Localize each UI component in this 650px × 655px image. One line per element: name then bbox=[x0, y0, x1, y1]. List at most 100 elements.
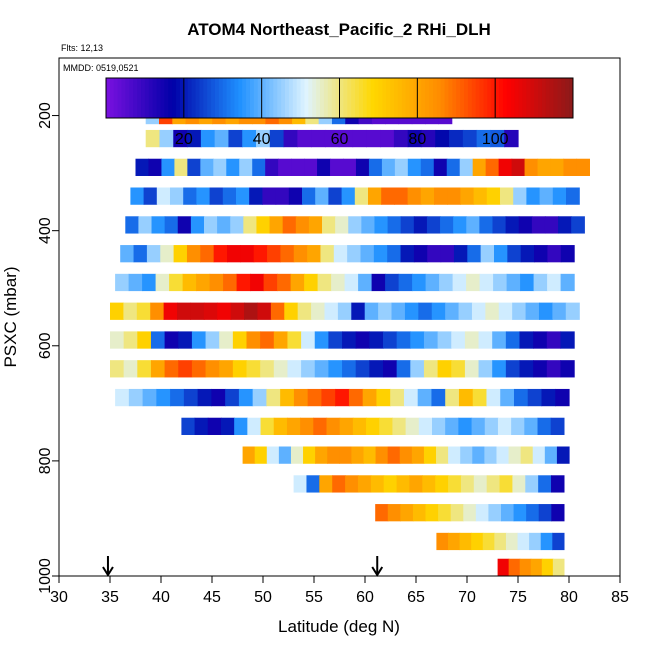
heatmap-cell bbox=[399, 446, 413, 464]
heatmap-cell bbox=[552, 558, 565, 576]
heatmap-cell bbox=[374, 216, 389, 234]
heatmap-cell bbox=[339, 417, 354, 435]
heatmap-cell bbox=[463, 504, 477, 522]
colorbar-swatch bbox=[491, 78, 496, 118]
heatmap-cell bbox=[319, 475, 333, 493]
chart-note-flights: Flts: 12,13 bbox=[61, 43, 103, 53]
heatmap-cell bbox=[447, 532, 461, 551]
colorbar-swatch bbox=[207, 78, 212, 118]
heatmap-cell bbox=[156, 388, 171, 407]
heatmap-cell bbox=[552, 532, 565, 551]
y-tick-label: 200 bbox=[37, 102, 54, 129]
heatmap-cell bbox=[497, 558, 510, 576]
colorbar-swatch bbox=[183, 78, 189, 118]
heatmap-cell bbox=[368, 158, 383, 176]
heatmap-cell bbox=[311, 129, 326, 148]
heatmap-cell bbox=[530, 558, 543, 576]
heatmap-cell bbox=[313, 417, 328, 435]
heatmap-cell bbox=[451, 360, 466, 378]
heatmap-cell bbox=[448, 446, 461, 464]
colorbar-swatch bbox=[308, 78, 313, 118]
heatmap-cell bbox=[519, 331, 534, 349]
heatmap-cell bbox=[324, 302, 339, 320]
heatmap-cell bbox=[342, 331, 357, 349]
heatmap-cell bbox=[379, 417, 394, 435]
heatmap-cell bbox=[143, 187, 158, 205]
heatmap-cell bbox=[407, 187, 422, 205]
heatmap-cell bbox=[226, 158, 240, 176]
heatmap-cell bbox=[427, 245, 442, 263]
heatmap-cell bbox=[494, 532, 507, 551]
heatmap-cell bbox=[538, 504, 552, 522]
colorbar-swatch bbox=[323, 78, 329, 118]
heatmap-cell bbox=[538, 475, 552, 493]
heatmap-cell bbox=[214, 129, 230, 148]
heatmap-cell bbox=[244, 302, 259, 320]
heatmap-cell bbox=[436, 532, 449, 551]
heatmap-cell bbox=[426, 216, 441, 234]
heatmap-cell bbox=[282, 216, 297, 234]
colorbar-swatch bbox=[292, 78, 298, 118]
heatmap-cell bbox=[173, 129, 188, 148]
colorbar-swatch bbox=[553, 78, 558, 118]
heatmap-cell bbox=[453, 245, 468, 263]
heatmap-cell bbox=[473, 475, 488, 493]
heatmap-cell bbox=[552, 187, 567, 205]
heatmap-cell bbox=[539, 187, 554, 205]
colorbar-swatch bbox=[234, 78, 239, 118]
heatmap-cell bbox=[551, 504, 565, 522]
heatmap-cell bbox=[438, 504, 452, 522]
colorbar-swatch bbox=[386, 78, 391, 118]
heatmap-cell bbox=[277, 273, 292, 292]
colorbar-swatch bbox=[187, 78, 193, 118]
heatmap-cell bbox=[246, 331, 261, 349]
heatmap-cell bbox=[137, 331, 152, 349]
heatmap-cell bbox=[413, 216, 428, 234]
heatmap-cell bbox=[200, 158, 214, 176]
heatmap-cell bbox=[458, 302, 473, 320]
heatmap-cell bbox=[547, 273, 562, 292]
heatmap-cell bbox=[345, 475, 359, 493]
heatmap-cell bbox=[304, 273, 319, 292]
y-tick-label: 800 bbox=[37, 447, 54, 474]
heatmap-cell bbox=[392, 417, 407, 435]
colorbar-swatch bbox=[425, 78, 430, 118]
heatmap-cell bbox=[413, 245, 428, 263]
y-tick-label: 1000 bbox=[37, 558, 54, 594]
heatmap-cell bbox=[361, 216, 376, 234]
heatmap-cell bbox=[355, 360, 370, 378]
x-tick-label: 60 bbox=[356, 589, 374, 606]
heatmap-cell bbox=[431, 388, 446, 407]
heatmap-cell bbox=[478, 331, 493, 349]
colorbar-swatch bbox=[331, 78, 337, 118]
heatmap-cell bbox=[391, 302, 406, 320]
heatmap-cell bbox=[524, 158, 539, 176]
heatmap-cell bbox=[472, 158, 487, 176]
heatmap-cell bbox=[287, 331, 302, 349]
heatmap-cell bbox=[486, 388, 501, 407]
heatmap-cell bbox=[128, 273, 143, 292]
heatmap-cell bbox=[238, 388, 254, 407]
heatmap-cell bbox=[513, 504, 527, 522]
heatmap-cell bbox=[480, 245, 495, 263]
heatmap-cell bbox=[431, 302, 446, 320]
heatmap-cell bbox=[254, 446, 268, 464]
colorbar-swatch bbox=[432, 78, 438, 118]
heatmap-cell bbox=[507, 245, 522, 263]
heatmap-cell bbox=[123, 360, 138, 378]
heatmap-cell bbox=[505, 331, 521, 349]
heatmap-cell bbox=[447, 187, 461, 205]
heatmap-cell bbox=[475, 504, 490, 522]
heatmap-cell bbox=[170, 187, 184, 205]
colorbar: 20 40 60 80 100 bbox=[105, 77, 574, 148]
colorbar-swatch bbox=[479, 78, 484, 118]
heatmap-cell bbox=[499, 475, 514, 493]
colorbar-swatch bbox=[440, 78, 446, 118]
heatmap-cell bbox=[417, 388, 433, 407]
heatmap-cell bbox=[314, 360, 329, 378]
heatmap-cell bbox=[161, 158, 176, 176]
heatmap-cell bbox=[163, 302, 178, 320]
heatmap-cell bbox=[544, 446, 558, 464]
heatmap-cell bbox=[466, 216, 480, 234]
heatmap-cell bbox=[550, 158, 565, 176]
